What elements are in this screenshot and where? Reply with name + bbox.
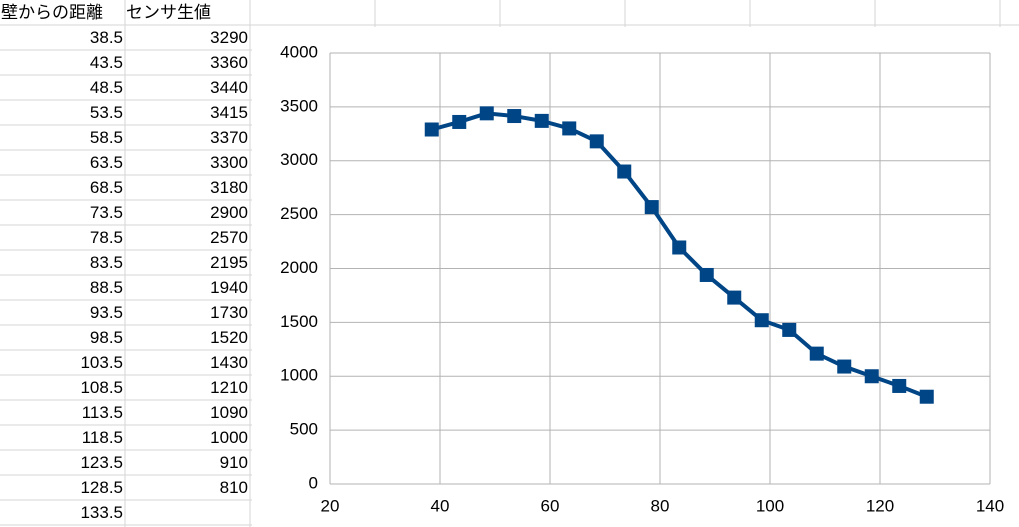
cell[interactable]: 910	[220, 453, 248, 472]
x-tick-label: 60	[541, 496, 560, 515]
marker	[617, 164, 632, 179]
cell[interactable]: 68.5	[90, 178, 123, 197]
cell[interactable]: 108.5	[80, 378, 123, 397]
cell[interactable]: 1000	[210, 428, 248, 447]
cell[interactable]: 3300	[210, 153, 248, 172]
y-tick-label: 3500	[280, 96, 318, 115]
cell[interactable]: 3370	[210, 128, 248, 147]
marker	[864, 369, 879, 384]
cell[interactable]: 3360	[210, 53, 248, 72]
y-tick-label: 4000	[280, 42, 318, 61]
cell[interactable]: 2570	[210, 228, 248, 247]
cell[interactable]: 128.5	[80, 478, 123, 497]
y-tick-label: 500	[290, 420, 318, 439]
marker	[424, 122, 439, 137]
x-tick-label: 100	[756, 496, 784, 515]
cell[interactable]: 133.5	[80, 503, 123, 522]
marker	[534, 113, 549, 128]
cell[interactable]: 1430	[210, 353, 248, 372]
header-cell[interactable]: 壁からの距離	[1, 3, 103, 22]
cell[interactable]: 3180	[210, 178, 248, 197]
marker	[809, 346, 824, 361]
marker	[589, 134, 604, 149]
y-tick-label: 0	[309, 473, 318, 492]
cell[interactable]: 38.5	[90, 28, 123, 47]
marker	[644, 200, 659, 215]
x-tick-label: 120	[866, 496, 894, 515]
cell[interactable]: 1730	[210, 303, 248, 322]
marker	[837, 359, 852, 374]
cell[interactable]: 73.5	[90, 203, 123, 222]
cell[interactable]: 2195	[210, 253, 248, 272]
cell[interactable]: 3440	[210, 78, 248, 97]
y-tick-label: 1000	[280, 366, 318, 385]
cell[interactable]: 103.5	[80, 353, 123, 372]
cell[interactable]: 1090	[210, 403, 248, 422]
chart: 0 500 1000 1500 2000 2500 3000 3500 4000 20 40 60 80…	[252, 27, 1019, 527]
x-tick-label: 80	[651, 496, 670, 515]
marker	[892, 378, 907, 393]
cell[interactable]: 3415	[210, 103, 248, 122]
cell[interactable]: 83.5	[90, 253, 123, 272]
x-tick-label: 140	[976, 496, 1004, 515]
y-tick-label: 1500	[280, 312, 318, 331]
marker	[479, 106, 494, 121]
cell[interactable]: 118.5	[82, 428, 123, 447]
marker	[919, 389, 934, 404]
cell[interactable]: 1520	[210, 328, 248, 347]
marker	[452, 114, 467, 129]
y-tick-label: 3000	[280, 150, 318, 169]
cell[interactable]: 1210	[210, 378, 248, 397]
cell[interactable]: 810	[220, 478, 248, 497]
marker	[562, 121, 577, 136]
marker	[699, 267, 714, 282]
cell[interactable]: 93.5	[90, 303, 123, 322]
cell[interactable]: 2900	[210, 203, 248, 222]
marker	[727, 290, 742, 305]
cell[interactable]: 98.5	[90, 328, 123, 347]
header-cell[interactable]: センサ生値	[126, 3, 211, 22]
cell[interactable]: 43.5	[90, 53, 123, 72]
cell[interactable]: 123.5	[80, 453, 123, 472]
cell[interactable]: 88.5	[90, 278, 123, 297]
cell[interactable]: 48.5	[90, 78, 123, 97]
series-line	[431, 111, 928, 399]
cell[interactable]: 1940	[210, 278, 248, 297]
x-tick-label: 20	[321, 496, 340, 515]
marker	[672, 240, 687, 255]
x-tick-label: 40	[431, 496, 450, 515]
marker	[507, 109, 522, 124]
cell[interactable]: 63.5	[90, 153, 123, 172]
y-tick-label: 2000	[280, 258, 318, 277]
marker	[782, 322, 797, 337]
cell[interactable]: 53.5	[90, 103, 123, 122]
y-tick-label: 2500	[280, 204, 318, 223]
cell[interactable]: 58.5	[90, 128, 123, 147]
marker	[754, 313, 769, 328]
cell[interactable]: 78.5	[90, 228, 123, 247]
cell[interactable]: 113.5	[82, 403, 123, 422]
cell[interactable]: 3290	[210, 28, 248, 47]
